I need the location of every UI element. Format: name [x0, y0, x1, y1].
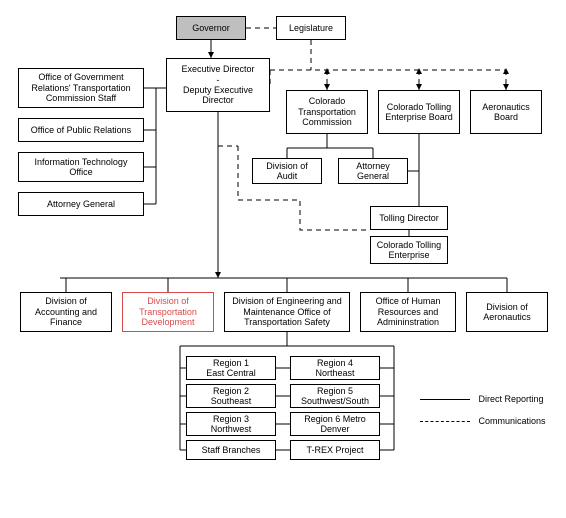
legend-direct: Direct Reporting	[420, 394, 544, 404]
node-tolling-dir: Tolling Director	[370, 206, 448, 230]
legend-comms-label: Communications	[479, 416, 546, 426]
node-cte: Colorado Tolling Enterprise	[370, 236, 448, 264]
node-ct-commission: Colorado Transportation Commission	[286, 90, 368, 134]
node-legislature: Legislature	[276, 16, 346, 40]
legend-comms: Communications	[420, 416, 546, 426]
node-aero-board: Aeronautics Board	[470, 90, 542, 134]
node-cte-board: Colorado Tolling Enterprise Board	[378, 90, 460, 134]
node-gov-relations: Office of Government Relations' Transpor…	[18, 68, 144, 108]
node-ag-left: Attorney General	[18, 192, 144, 216]
legend-direct-label: Direct Reporting	[479, 394, 544, 404]
node-r3: Region 3Northwest	[186, 412, 276, 436]
legend-line-solid	[420, 399, 470, 400]
node-governor: Governor	[176, 16, 246, 40]
node-public-relations: Office of Public Relations	[18, 118, 144, 142]
legend-line-dashed	[420, 421, 470, 422]
node-div-transport: Division of Transportation Development	[122, 292, 214, 332]
node-r2: Region 2Southeast	[186, 384, 276, 408]
node-ito: Information Technology Office	[18, 152, 144, 182]
node-r1: Region 1East Central	[186, 356, 276, 380]
node-div-aero: Division of Aeronautics	[466, 292, 548, 332]
node-office-hr: Office of Human Resources and Admininstr…	[360, 292, 456, 332]
node-div-acct: Division of Accounting and Finance	[20, 292, 112, 332]
node-r4: Region 4Northeast	[290, 356, 380, 380]
node-r6: Region 6 MetroDenver	[290, 412, 380, 436]
node-r5: Region 5Southwest/South	[290, 384, 380, 408]
node-trex: T-REX Project	[290, 440, 380, 460]
node-ag-center: Attorney General	[338, 158, 408, 184]
node-div-audit: Division of Audit	[252, 158, 322, 184]
node-staff-branches: Staff Branches	[186, 440, 276, 460]
node-div-eng: Division of Engineering and Maintenance …	[224, 292, 350, 332]
node-exec-director: Executive Director-Deputy Executive Dire…	[166, 58, 270, 112]
